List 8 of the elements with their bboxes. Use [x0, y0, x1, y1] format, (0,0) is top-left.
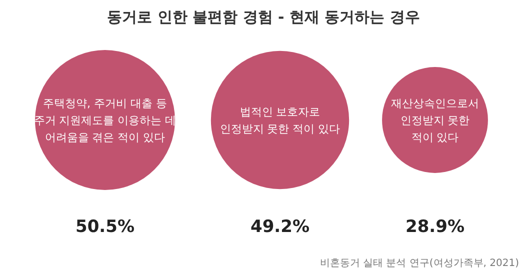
category-label: 재산상속인으로서 인정받지 못한 적이 있다	[391, 97, 479, 144]
data-label: 28.9%	[406, 217, 464, 237]
category-label: 법적인 보호자로 인정받지 못한 적이 있다	[220, 106, 340, 136]
data-label: 50.5%	[76, 217, 134, 237]
text: 비혼동거 실태 분석 연구(여성가족부, 2021)	[320, 258, 520, 269]
data-label: 49.2%	[250, 217, 310, 237]
category-label: 주택청약, 주거비 대출 등 주거 지원제도를 이용하는 데 어려움을 겪은 적이 있다	[34, 97, 176, 144]
text: 동거로 인한 불편함 경험 - 현재 동거하는 경우	[107, 8, 420, 26]
